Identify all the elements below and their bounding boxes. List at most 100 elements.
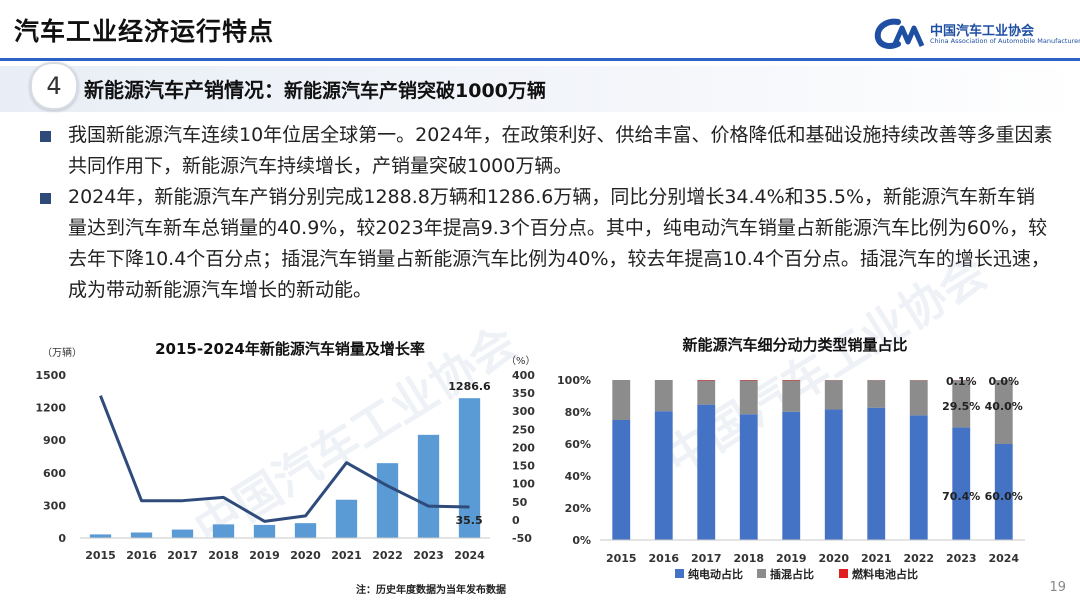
y2-tick-label: 350 [512,387,535,400]
x-tick-label: 2022 [903,552,934,565]
y-tick-label: 900 [43,434,66,447]
stack-segment-0 [782,411,801,540]
y-tick-label: 1500 [35,369,66,382]
x-tick-label: 2015 [606,552,637,565]
x-tick-label: 2024 [454,549,485,562]
stack-segment-0 [697,404,716,540]
y-tick-label: 60% [565,438,591,451]
bullet-text: 我国新能源汽车连续10年位居全球第一。2024年，在政策利好、供给丰富、价格降低… [68,124,1053,177]
legend-label: 纯电动占比 [688,567,743,581]
segment-data-label: 40.0% [985,400,1023,413]
y2-tick-label: 300 [512,405,535,418]
page-title: 汽车工业经济运行特点 [14,17,275,46]
stack-segment-1 [952,380,971,428]
x-tick-label: 2015 [85,549,116,562]
stack-segment-0 [867,407,886,540]
bar-data-label: 1286.6 [448,380,491,393]
logo-text-cn: 中国汽车工业协会 [930,24,1035,39]
section-heading: 新能源汽车产销情况：新能源汽车产销突破1000万辆 [84,74,546,103]
y2-tick-label: 50 [512,496,528,509]
bullet-text: 2024年，新能源汽车产销分别完成1288.8万辆和1286.6万辆，同比分别增… [68,186,1050,301]
bullet-square-icon [40,131,51,142]
sales-bar [212,524,235,538]
header-divider [0,58,1080,61]
sales-bar [130,532,153,538]
power-type-share-chart: 新能源汽车细分动力类型销量占比 0% 20% 40% 60% 80% 100% 2015 201… [557,336,1025,581]
x-tick-label: 2021 [331,549,362,562]
footnote: 注：历史年度数据为当年发布数据 [356,585,506,596]
sales-bar [294,523,317,538]
stack-segment-1 [612,380,631,420]
stack-segment-0 [612,420,631,540]
y-tick-label: 40% [565,470,591,483]
logo-text-en: China Association of Automobile Manufact… [930,37,1080,45]
x-tick-label: 2018 [208,549,239,562]
stack-segment-1 [697,380,716,405]
y-tick-label: 300 [43,499,66,512]
page-number: 19 [1049,580,1066,595]
y-tick-label: 100% [557,374,591,387]
x-tick-label: 2023 [946,552,977,565]
sales-growth-chart: 2015-2024年新能源汽车销量及增长率 （万辆） （%） 0 300 600 900 12… [35,340,536,562]
y-tick-label: 20% [565,502,591,515]
y2-tick-label: 400 [512,369,535,382]
segment-data-label: 0.0% [988,375,1019,388]
x-tick-label: 2020 [818,552,849,565]
y-tick-label: 1200 [35,402,66,415]
segment-data-label: 60.0% [985,490,1023,503]
legend-label: 燃料电池占比 [851,567,918,581]
x-tick-label: 2016 [648,552,679,565]
stack-segment-1 [782,380,801,412]
x-tick-label: 2019 [249,549,280,562]
chart-title: 新能源汽车细分动力类型销量占比 [682,336,907,354]
x-tick-label: 2023 [413,549,444,562]
chart-title: 2015-2024年新能源汽车销量及增长率 [155,340,425,358]
y-tick-label: 600 [43,467,66,480]
y-tick-label: 0% [572,534,591,547]
sales-bar [376,463,399,538]
y-tick-label: 80% [565,406,591,419]
sales-bar [89,534,112,538]
bullet-square-icon [40,193,51,204]
y2-tick-label: 100 [512,478,535,491]
y2-tick-label: 250 [512,423,535,436]
x-tick-label: 2017 [167,549,198,562]
stack-segment-1 [994,380,1013,444]
section-subtitle: 新能源汽车产销突破1000万辆 [284,80,546,102]
stack-segment-0 [739,414,758,540]
caam-logo-icon [874,18,925,49]
stack-segment-1 [867,380,886,408]
bullet-list: 我国新能源汽车连续10年位居全球第一。2024年，在政策利好、供给丰富、价格降低… [38,120,1053,306]
x-tick-label: 2018 [733,552,764,565]
sales-bar [458,398,481,538]
section-band [0,66,1080,112]
y-axis-unit-label: （万辆） [42,346,82,359]
x-tick-label: 2024 [988,552,1019,565]
growth-rate-line [99,395,470,523]
stack-segment-0 [909,415,928,540]
x-tick-label: 2020 [290,549,321,562]
y2-tick-label: 200 [512,441,535,454]
segment-data-label: 0.1% [946,375,977,388]
stack-segment-0 [824,409,843,540]
bullet-item: 我国新能源汽车连续10年位居全球第一。2024年，在政策利好、供给丰富、价格降低… [38,120,1053,182]
segment-data-label: 70.4% [942,490,980,503]
legend-swatch [757,569,766,578]
stack-segment-0 [994,444,1013,540]
stack-segment-1 [739,380,758,415]
stack-segment-1 [909,380,928,416]
x-tick-label: 2019 [776,552,807,565]
section-number: 4 [30,62,78,110]
line-data-label: 35.5 [456,514,483,527]
y2-tick-label: -50 [512,532,532,545]
legend-swatch [675,569,684,578]
y2-tick-label: 0 [512,514,520,527]
logo: 中国汽车工业协会 China Association of Automobile… [872,16,1080,52]
y2-axis-unit-label: （%） [506,355,536,367]
stack-segment-1 [824,380,843,410]
sales-bar [171,529,194,538]
stack-segment-0 [654,411,673,540]
x-tick-label: 2016 [126,549,157,562]
stack-segment-0 [952,427,971,540]
x-tick-label: 2022 [372,549,403,562]
